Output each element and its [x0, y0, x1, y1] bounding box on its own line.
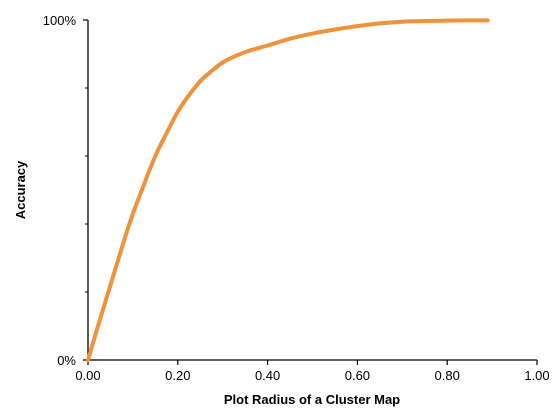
- x-tick-label: 1.00: [524, 368, 549, 383]
- x-axis-title: Plot Radius of a Cluster Map: [224, 392, 400, 407]
- series-layer: [86, 18, 490, 362]
- y-tick-label: 0%: [57, 353, 76, 368]
- x-tick-label: 0.00: [75, 368, 100, 383]
- x-tick-label: 0.60: [345, 368, 370, 383]
- y-axis-ticks: 0% 100%: [43, 13, 88, 368]
- x-tick-label: 0.20: [165, 368, 190, 383]
- x-axis-ticks: 0.00 0.20 0.40 0.60 0.80 1.00: [75, 360, 550, 383]
- x-tick-label: 0.40: [255, 368, 280, 383]
- x-tick-label: 0.80: [435, 368, 460, 383]
- accuracy-line-series: [86, 18, 490, 362]
- y-axis-title: Accuracy: [13, 160, 28, 219]
- y-tick-label: 100%: [43, 13, 77, 28]
